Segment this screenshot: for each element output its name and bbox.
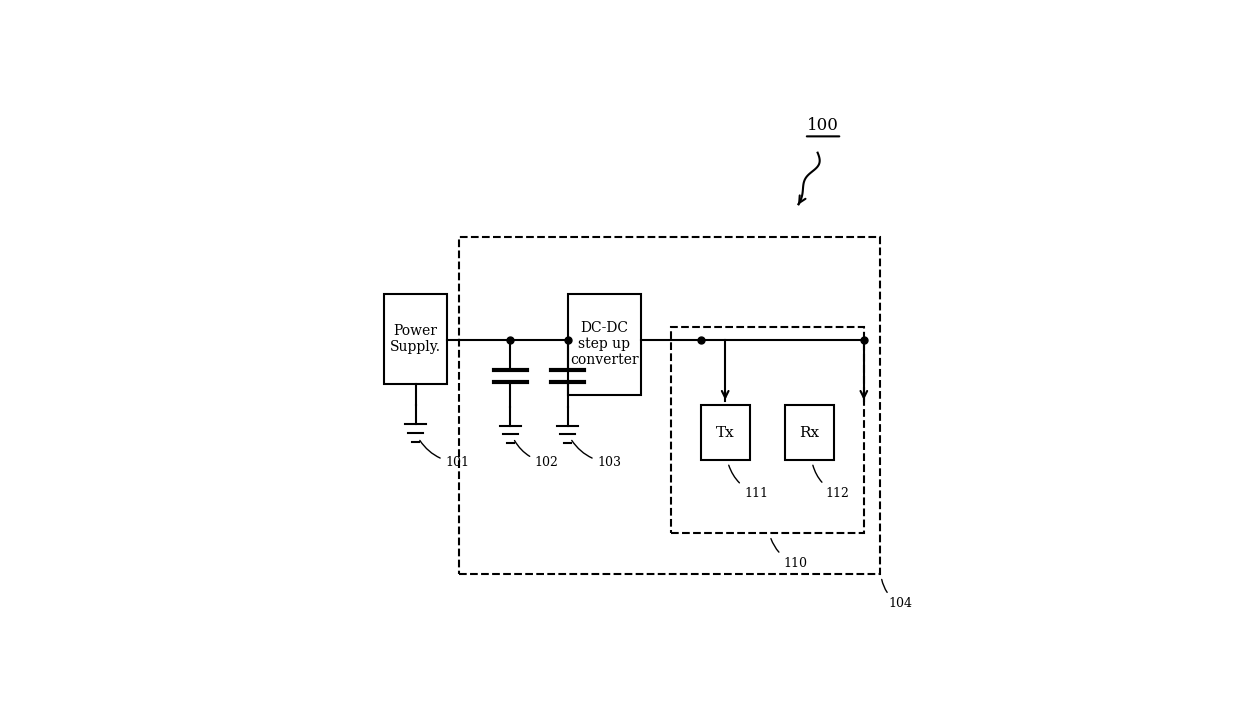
Text: 110: 110 [771, 539, 807, 570]
Text: 102: 102 [515, 441, 559, 469]
Text: 101: 101 [420, 441, 470, 469]
Bar [671, 327, 864, 533]
Text: 112: 112 [813, 465, 849, 500]
Text: Power
Supply.: Power Supply. [391, 324, 441, 354]
Text: 103: 103 [572, 441, 621, 469]
Bar [384, 294, 446, 384]
Text: 100: 100 [807, 116, 839, 133]
Text: 111: 111 [729, 465, 769, 500]
Text: DC-DC
step up
converter: DC-DC step up converter [570, 321, 639, 368]
Bar [701, 405, 750, 460]
Text: 104: 104 [882, 580, 913, 611]
Text: Tx: Tx [715, 426, 734, 440]
Text: Rx: Rx [800, 426, 820, 440]
Bar [785, 405, 835, 460]
Bar [568, 294, 641, 395]
Bar [459, 237, 880, 574]
